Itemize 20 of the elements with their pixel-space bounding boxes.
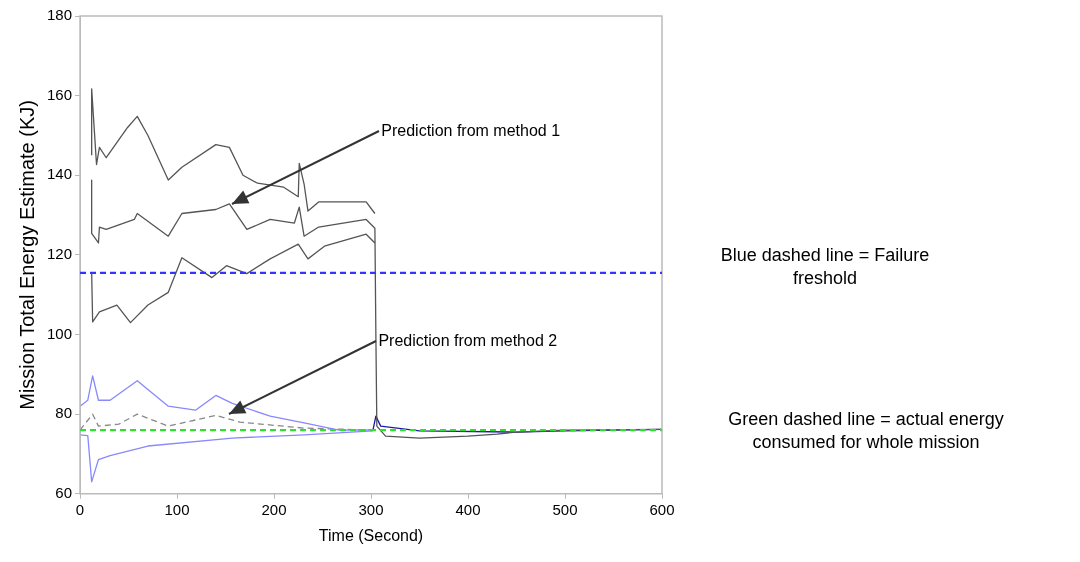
y-tick-label: 160: [47, 85, 73, 103]
y-tick-label: 100: [47, 324, 73, 342]
x-tick-label: 400: [455, 500, 481, 518]
y-tick-label: 80: [55, 404, 73, 422]
x-tick-label: 500: [552, 500, 578, 518]
text: Blue dashed line = Failure freshold: [719, 244, 931, 290]
y-tick-label: 140: [47, 165, 73, 183]
annotation: Prediction from method 1: [381, 120, 561, 141]
y-tick-label: 120: [47, 245, 73, 263]
x-axis-title: Time (Second): [318, 526, 424, 544]
y-axis-title: Mission Total Energy Estimate (KJ): [15, 100, 38, 410]
x-tick-label: 0: [75, 500, 85, 518]
x-tick-label: 300: [358, 500, 384, 518]
y-tick-label: 180: [47, 6, 73, 24]
x-tick-label: 100: [164, 500, 190, 518]
text: Green dashed line = actual energy consumed for whole mission: [727, 408, 1005, 454]
x-tick-label: 600: [649, 500, 675, 518]
annotation: Prediction from method 2: [378, 331, 558, 352]
y-tick-label: 60: [55, 483, 73, 501]
x-tick-label: 200: [261, 500, 287, 518]
